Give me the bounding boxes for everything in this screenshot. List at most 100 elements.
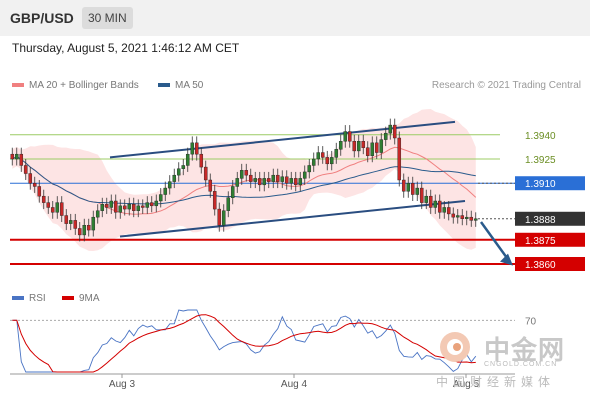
candle — [136, 205, 141, 211]
candle — [217, 208, 222, 226]
watermark-site: CNGOLD.COM.CN — [484, 361, 558, 368]
candle — [244, 170, 249, 176]
level-box-1.3888 — [515, 211, 585, 226]
ma20-swatch — [12, 83, 24, 88]
level-label-1.3888: 1.3888 — [525, 215, 556, 226]
projection-arrow-head — [500, 253, 513, 266]
rsi-ma-label: 9MA — [79, 293, 100, 304]
candle — [311, 158, 316, 166]
candle — [86, 225, 91, 231]
candle — [415, 187, 420, 195]
candle — [239, 170, 244, 179]
candle — [122, 205, 127, 210]
level-label-1.3910: 1.3910 — [525, 179, 556, 190]
candle — [194, 142, 199, 155]
candle — [469, 216, 474, 221]
candle — [68, 220, 73, 224]
level-label-1.3875: 1.3875 — [525, 236, 556, 247]
level-box-1.3860 — [515, 257, 585, 271]
candle — [32, 183, 37, 187]
candle — [374, 142, 379, 153]
candle — [347, 131, 352, 142]
level-box-1.3910 — [515, 176, 585, 191]
candle — [437, 200, 442, 213]
candle — [370, 142, 375, 156]
timeframe-badge[interactable]: 30 MIN — [82, 7, 133, 29]
x-tick-label: Aug 4 — [281, 379, 308, 390]
candle — [77, 228, 82, 236]
candle — [172, 174, 177, 182]
candle — [19, 153, 24, 166]
candle — [190, 142, 195, 155]
candle — [248, 174, 253, 182]
candle — [10, 153, 15, 160]
candle — [118, 205, 123, 213]
level-label-1.3860: 1.3860 — [525, 260, 556, 271]
candle — [64, 215, 69, 224]
channel-line-lower — [119, 200, 466, 238]
chart-datetime: Thursday, August 5, 2021 1:46:12 AM CET — [12, 41, 240, 55]
candle — [257, 178, 262, 186]
candle — [235, 178, 240, 187]
rsi-swatch — [12, 296, 24, 301]
candle — [356, 141, 361, 152]
ma50-swatch — [158, 83, 170, 88]
candle — [208, 179, 213, 192]
rsi-line — [12, 309, 477, 373]
level-label-1.3925: 1.3925 — [525, 155, 556, 166]
candle — [73, 220, 78, 229]
candle — [320, 152, 325, 158]
candle — [446, 207, 451, 215]
candle — [59, 202, 64, 216]
candle — [181, 165, 186, 169]
candle — [109, 200, 114, 208]
candle — [424, 195, 429, 203]
candle — [464, 216, 469, 219]
candle — [199, 153, 204, 168]
candle — [50, 207, 55, 213]
candle — [55, 202, 60, 213]
candle — [158, 194, 163, 202]
candle — [271, 174, 276, 182]
candles — [10, 118, 478, 242]
candle — [338, 141, 343, 150]
candle — [433, 200, 438, 208]
candle — [293, 178, 298, 186]
candle — [428, 195, 433, 208]
candle — [131, 204, 136, 211]
candle — [280, 176, 285, 182]
candle — [82, 225, 87, 236]
candle — [365, 147, 370, 156]
rsi-ma-swatch — [62, 296, 74, 301]
legend-ma20: MA 20 + Bollinger Bands — [12, 80, 139, 91]
candle — [392, 124, 397, 139]
candle — [307, 165, 312, 173]
candle — [230, 186, 235, 198]
candle — [95, 210, 100, 218]
candle — [163, 187, 168, 195]
watermark-brand: 中金网 — [484, 336, 566, 366]
candle — [329, 157, 334, 165]
rsi-ma-line — [12, 314, 476, 373]
candle — [145, 202, 150, 208]
candle — [203, 166, 208, 181]
candle — [167, 181, 172, 189]
candle — [37, 186, 42, 197]
projection-arrow — [479, 221, 511, 262]
candle — [397, 137, 402, 181]
candle — [28, 173, 33, 184]
candle — [149, 202, 154, 207]
candle — [185, 153, 190, 166]
candle — [383, 132, 388, 140]
candle — [46, 202, 51, 208]
candle — [451, 213, 456, 218]
candle — [406, 183, 411, 192]
candle — [298, 178, 303, 186]
candle — [221, 210, 226, 226]
candle — [100, 204, 105, 211]
legend-rsi: RSI — [12, 293, 46, 304]
candle — [176, 168, 181, 176]
candle — [401, 179, 406, 192]
watermark-tagline: 中国财经新媒体 — [436, 375, 556, 389]
